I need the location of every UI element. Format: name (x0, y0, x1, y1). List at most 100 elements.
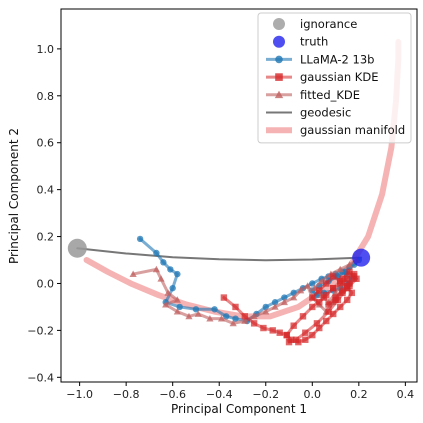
x-tick-label: −0.4 (206, 388, 233, 401)
llama-2-13b-point (309, 280, 316, 287)
fitted-kde-point (304, 282, 312, 289)
legend-box (257, 12, 412, 144)
x-tick-label: 0.4 (397, 388, 415, 401)
legend-swatch (273, 18, 285, 30)
fitted-kde-point (271, 303, 279, 310)
y-tick-label: 1.0 (37, 43, 55, 56)
series-gaussian-kde (220, 268, 360, 346)
axis-ticks: −1.0 −0.8 −0.6 −0.4 −0.2 0.0 0.2 0.4 −0.4 −0.2 0.0… (27, 43, 414, 401)
legend-label: fitted_KDE (300, 88, 360, 102)
llama-2-13b-point (153, 249, 160, 257)
fitted-kde-point (152, 265, 160, 273)
series-truth (352, 248, 371, 267)
gaussian-kde-point (337, 280, 344, 287)
legend-item-truth: truth (273, 35, 328, 49)
llama-2-13b-point (192, 306, 200, 313)
llama-2-13b-point (176, 303, 183, 311)
fitted-kde-point (241, 317, 249, 324)
gaussian-kde-point (346, 268, 353, 275)
gaussian-kde-point (330, 273, 337, 280)
fitted-kde-point (336, 265, 344, 273)
llama-2-13b-point (174, 270, 181, 278)
gaussian-kde-point (232, 303, 239, 311)
gaussian-kde-point (343, 284, 351, 292)
fitted-kde-point (185, 312, 193, 320)
llama-2-13b-point (223, 313, 230, 320)
gaussian-kde-point (339, 275, 346, 282)
gaussian-kde-point (325, 301, 332, 308)
fitted-kde-point (229, 319, 237, 327)
gaussian-kde-point (323, 317, 330, 325)
y-tick-label: 0.2 (37, 231, 55, 244)
legend-label: truth (300, 35, 328, 49)
legend: ignorance truth LLaMA-2 13b gaussian KDE fit… (257, 12, 412, 144)
plot-area (67, 38, 402, 346)
llama-2-13b-point (281, 294, 288, 301)
fitted-kde-point (280, 298, 288, 306)
gaussian-kde-point (260, 324, 267, 332)
legend-item-geodesic: geodesic (266, 106, 351, 120)
y-axis-label: Principal Component 2 (7, 128, 21, 264)
legend-marker (274, 90, 284, 99)
gaussian-kde-point (299, 313, 307, 320)
series-ignorance (67, 238, 87, 258)
gaussian-kde-point (320, 294, 328, 301)
legend-label: LLaMA-2 13b (300, 52, 374, 66)
gaussian-kde-point (302, 329, 309, 336)
ignorance-point (67, 238, 87, 258)
gaussian-kde-point (316, 299, 323, 306)
llama-2-13b-point (232, 315, 239, 322)
gaussian-kde-point (309, 331, 316, 339)
gaussian-kde-point (330, 310, 337, 318)
gaussian-kde-point (316, 287, 323, 294)
legend-item-gaussian-manifold: gaussian manifold (266, 123, 405, 137)
gaussian-kde-point (309, 303, 316, 311)
y-tick-label: 0.0 (37, 277, 55, 290)
gaussian-kde-point (339, 289, 346, 297)
x-tick-label: 0.2 (350, 388, 368, 401)
fitted-kde-point (162, 300, 170, 308)
gaussian-kde-point (292, 336, 300, 343)
gaussian-kde-point (302, 336, 309, 343)
llama-2-13b-point (169, 284, 176, 292)
gaussian-kde-point (330, 284, 337, 292)
gaussian-kde-point (313, 320, 321, 327)
y-tick-label: −0.2 (27, 324, 54, 337)
legend-item-gaussian-kde: gaussian KDE (266, 70, 378, 84)
fitted-kde-point (250, 312, 258, 320)
gaussian-kde-point (325, 308, 332, 315)
fitted-kde-point (345, 261, 354, 268)
truth-point (352, 248, 371, 267)
legend-item-fitted-kde: fitted_KDE (266, 88, 360, 102)
geodesic-line (76, 247, 363, 262)
fitted-kde-point (297, 286, 305, 294)
gaussian-kde-point (283, 331, 290, 339)
gaussian-kde-point (220, 294, 228, 301)
fitted-kde-point (194, 310, 202, 317)
legend-marker (275, 73, 283, 81)
gaussian-kde-point (241, 313, 249, 320)
llama-2-13b-point (271, 299, 279, 306)
y-tick-label: −0.4 (27, 371, 54, 384)
x-tick-label: −0.2 (252, 388, 279, 401)
gaussian-kde-point (343, 275, 351, 282)
fitted-kde-point (290, 293, 298, 301)
y-tick-label: 0.8 (37, 90, 55, 103)
gaussian-kde-point (316, 324, 323, 332)
fitted-kde-point (164, 289, 172, 296)
gaussian-kde-point (350, 273, 358, 280)
llama-2-13b-point (167, 266, 174, 273)
legend-item-ignorance: ignorance (273, 17, 357, 31)
legend-label: gaussian manifold (300, 123, 405, 137)
fitted-kde-point (173, 296, 181, 303)
llama-2-13b-point (211, 306, 218, 313)
fitted-kde-point (129, 270, 137, 277)
fitted-kde-point (262, 308, 270, 315)
gaussian-kde-point (290, 322, 297, 329)
gaussian-kde-point (323, 280, 330, 287)
legend-label: geodesic (300, 106, 351, 120)
y-tick-label: 0.6 (37, 137, 55, 150)
x-tick-label: −1.0 (66, 388, 93, 401)
x-tick-label: −0.8 (113, 388, 140, 401)
